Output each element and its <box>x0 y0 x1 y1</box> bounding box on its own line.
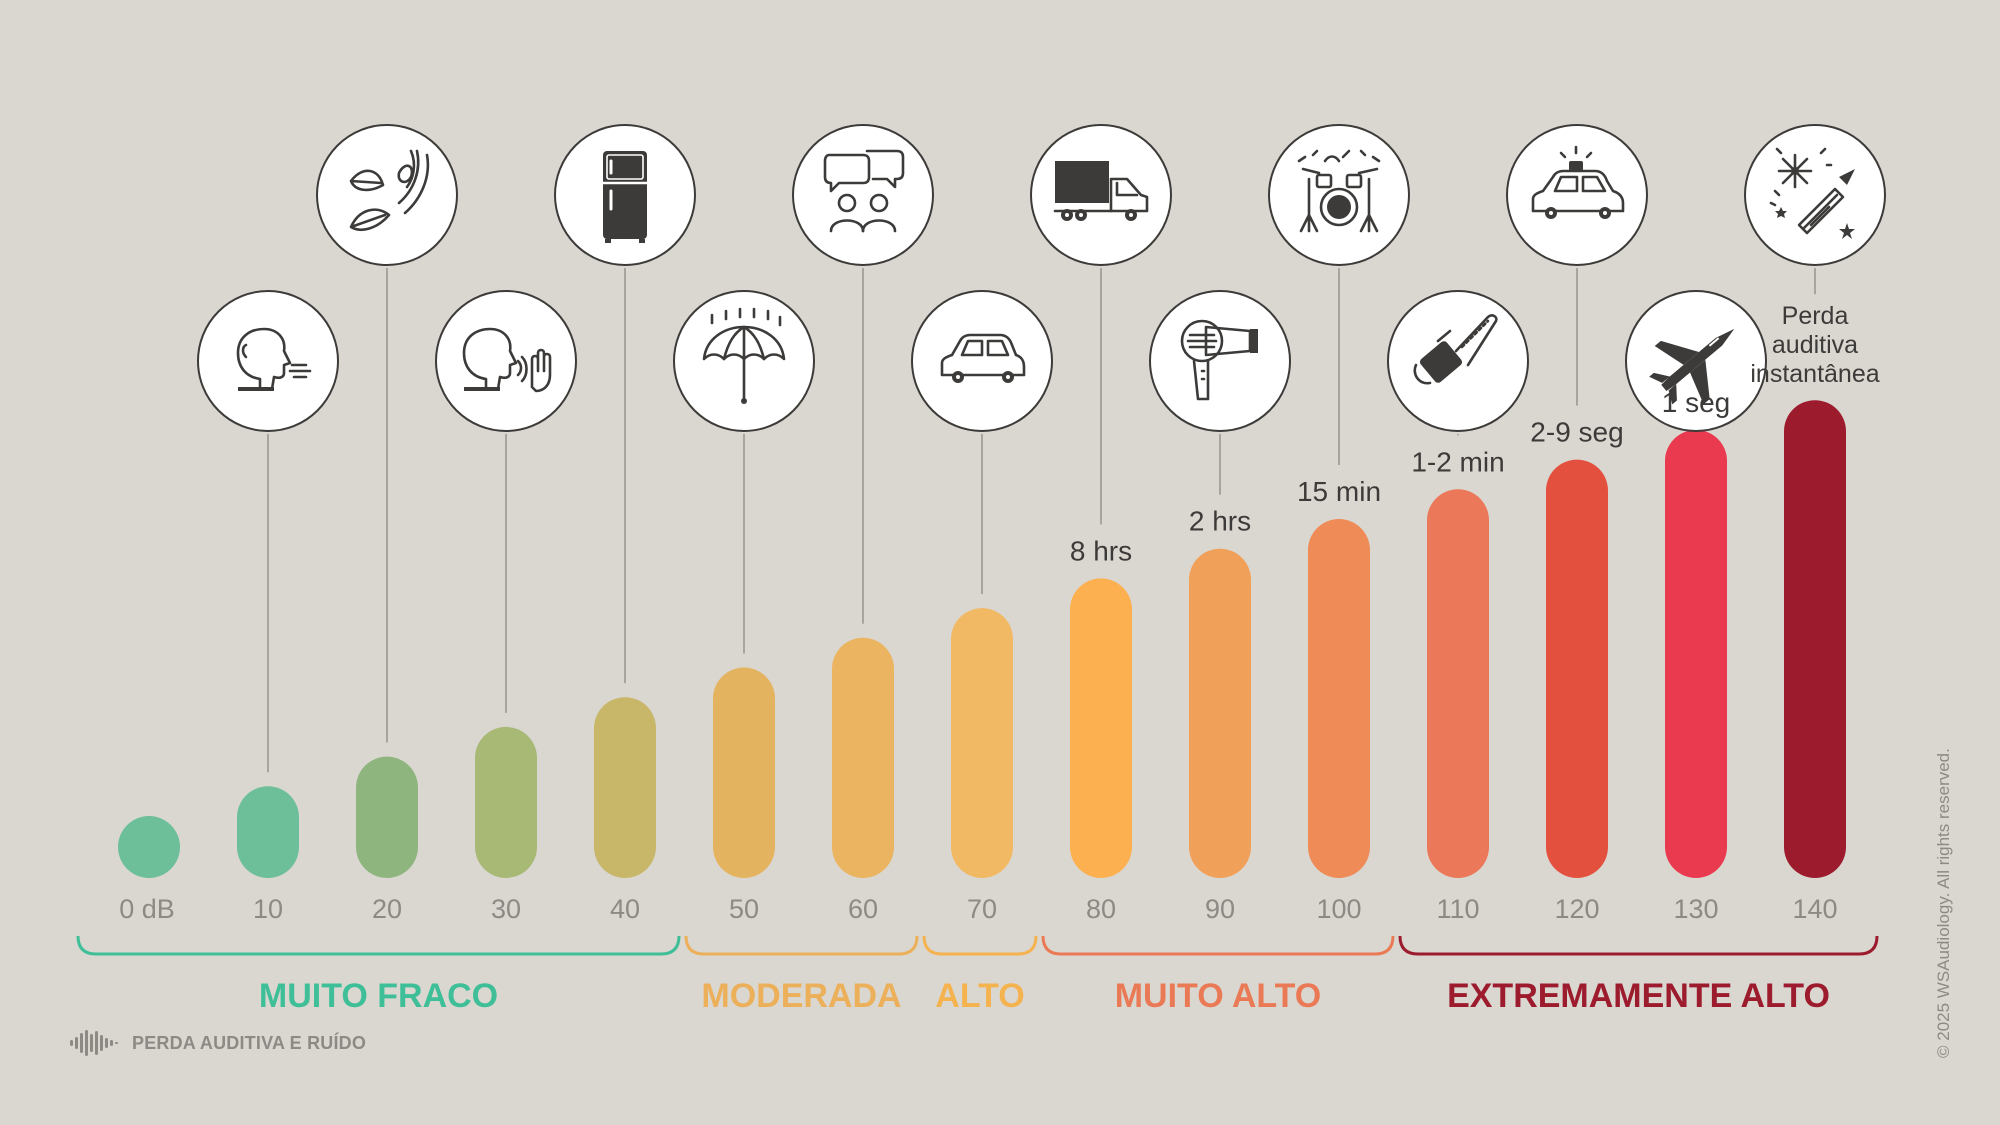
fireworks-icon <box>1744 124 1886 266</box>
bar-4 <box>594 697 656 878</box>
conversation-icon <box>792 124 934 266</box>
bar-1 <box>237 786 299 878</box>
car-icon <box>911 290 1053 432</box>
siren-car-icon <box>1506 124 1648 266</box>
group-label-2: ALTO <box>935 977 1024 1015</box>
bar-6 <box>832 637 894 878</box>
bar-5 <box>713 667 775 878</box>
rustling-leaves-icon <box>316 124 458 266</box>
tick-label-1: 10 <box>253 894 283 924</box>
tick-label-6: 60 <box>848 894 878 924</box>
tick-label-4: 40 <box>610 894 640 924</box>
truck-icon <box>1030 124 1172 266</box>
exposure-time-12: 2-9 seg <box>1530 417 1623 448</box>
tick-label-10: 100 <box>1316 894 1361 924</box>
tick-label-0: 0 dB <box>119 894 175 924</box>
tick-label-13: 130 <box>1673 894 1718 924</box>
bar-13 <box>1665 429 1727 878</box>
group-bracket-3 <box>1041 935 1395 956</box>
bar-12 <box>1546 459 1608 878</box>
bar-2 <box>356 756 418 878</box>
bar-3 <box>475 726 537 878</box>
group-bracket-4 <box>1398 935 1879 956</box>
whisper-icon <box>435 290 577 432</box>
group-bracket-1 <box>684 935 919 956</box>
jet-plane-icon <box>1625 290 1767 432</box>
footer-title: PERDA AUDITIVA E RUÍDO <box>132 1032 367 1053</box>
bar-11 <box>1427 489 1489 878</box>
tick-label-11: 110 <box>1436 894 1479 924</box>
sound-wave-icon <box>70 1030 118 1056</box>
bar-9 <box>1189 548 1251 878</box>
tick-label-5: 50 <box>729 894 759 924</box>
exposure-time-9: 2 hrs <box>1189 506 1251 537</box>
breathing-icon <box>197 290 339 432</box>
exposure-time-10: 15 min <box>1297 476 1381 507</box>
refrigerator-icon <box>554 124 696 266</box>
bar-10 <box>1308 519 1370 878</box>
tick-label-9: 90 <box>1205 894 1235 924</box>
copyright-notice: © 2025 WSAudiology. All rights reserved. <box>1934 748 1953 1058</box>
tick-label-7: 70 <box>967 894 997 924</box>
group-label-0: MUITO FRACO <box>259 977 498 1015</box>
bar-14 <box>1784 400 1846 878</box>
exposure-time-8: 8 hrs <box>1070 535 1132 566</box>
exposure-time-11: 1-2 min <box>1411 446 1504 477</box>
chainsaw-icon <box>1387 290 1529 432</box>
group-label-3: MUITO ALTO <box>1115 977 1322 1015</box>
drum-kit-icon <box>1268 124 1410 266</box>
group-label-1: MODERADA <box>701 977 901 1015</box>
bar-7 <box>951 608 1013 878</box>
group-bracket-0 <box>76 935 681 956</box>
group-bracket-2 <box>922 935 1038 956</box>
group-label-4: EXTREMAMENTE ALTO <box>1447 977 1830 1015</box>
tick-label-8: 80 <box>1086 894 1116 924</box>
footer: PERDA AUDITIVA E RUÍDO <box>70 1030 366 1056</box>
bar-8 <box>1070 578 1132 878</box>
exposure-time-13: 1 seg <box>1662 387 1731 418</box>
tick-label-14: 140 <box>1792 894 1837 924</box>
exposure-time-14: Perda auditiva instantânea <box>1750 302 1879 388</box>
tick-label-2: 20 <box>372 894 402 924</box>
bar-0 <box>118 816 180 878</box>
hair-dryer-icon <box>1149 290 1291 432</box>
rain-umbrella-icon <box>673 290 815 432</box>
tick-label-12: 120 <box>1554 894 1599 924</box>
tick-label-3: 30 <box>491 894 521 924</box>
